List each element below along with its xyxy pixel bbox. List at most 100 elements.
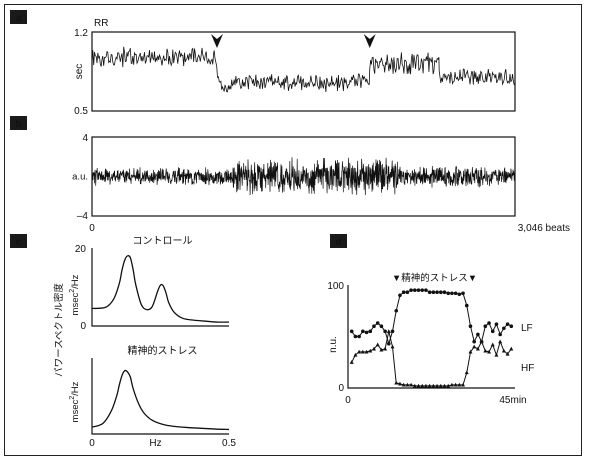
- panel-c-shared-ylabel: パワースペクトル密度: [53, 283, 65, 377]
- panel-d-hf-point: [498, 339, 503, 344]
- panel-b-ylabel: a.u.: [72, 172, 88, 183]
- panel-d-hf-point: [383, 346, 388, 351]
- panel-b-badge: b: [15, 119, 21, 130]
- panel-d-lf-point: [457, 292, 462, 297]
- panel-d-hf-point: [397, 381, 402, 386]
- panel-b-xtick-left: 0: [89, 223, 95, 234]
- panel-a-badge: a: [16, 13, 22, 24]
- panel-d-lf-point: [502, 326, 506, 331]
- panel-d-lf-point: [450, 291, 454, 296]
- panel-c-xtick-hz: Hz: [149, 438, 161, 449]
- panel-c-top-axes: [91, 248, 229, 327]
- panel-c-top-ytick-top: 20: [75, 244, 87, 255]
- figure-frame: [4, 4, 582, 456]
- panel-d-ytick-top: 100: [327, 281, 344, 292]
- panel-d-hf-point: [453, 382, 458, 387]
- panel-d-hf-line: [351, 331, 512, 387]
- panel-d-lf-point: [357, 334, 361, 339]
- panel-c-bottom-curve: [91, 369, 230, 431]
- panel-d-lf-point: [438, 290, 443, 295]
- panel-d-lf-point: [461, 291, 465, 296]
- panel-d-hf-point: [438, 383, 443, 388]
- panel-d-lf-point: [420, 288, 425, 292]
- panel-d-xtick-45: 45min: [499, 395, 526, 406]
- panel-d-hf-point: [475, 346, 480, 351]
- panel-d-hf-point: [371, 346, 376, 351]
- panel-d-lf-point: [424, 288, 428, 292]
- panel-d-hf-point: [357, 349, 362, 354]
- panel-d-lf-point: [413, 288, 417, 292]
- panel-d-lf-point: [476, 332, 480, 337]
- panel-d-hf-point: [405, 382, 410, 387]
- panel-d-hf-point: [401, 382, 406, 387]
- panel-d-lf-point: [483, 324, 488, 329]
- panel-d-lf-point: [375, 321, 380, 325]
- panel-d-lf-point: [387, 341, 391, 346]
- panel-d-hf-point: [427, 383, 432, 388]
- panel-d-lf-point: [494, 322, 499, 326]
- panel-d-hf-point: [494, 352, 499, 357]
- panel-c-bottom-title: 精神的ストレス: [128, 344, 198, 357]
- panel-d-lf-point: [464, 303, 469, 308]
- panel-c-badge: c: [16, 237, 22, 248]
- panel-d-hf-point: [435, 383, 440, 388]
- panel-d-hf-point: [472, 344, 477, 349]
- panel-d-lf-point: [394, 308, 399, 313]
- panel-c-top-ylabel: msec2/Hz: [69, 274, 81, 315]
- panel-b-xtick-right: 3,046 beats: [518, 223, 570, 234]
- panel-d-hf-point: [360, 349, 365, 354]
- panel-d-label-lf: LF: [521, 323, 533, 334]
- panel-c-top-curve: [91, 254, 230, 323]
- panel-c-bottom-ylabel: msec2/Hz: [69, 381, 81, 422]
- panel-d-hf-point: [386, 329, 391, 333]
- panel-d-lf-point: [468, 324, 473, 329]
- panel-c-bottom-axes: [91, 358, 229, 435]
- panel-c-xtick-0: 0: [89, 438, 95, 449]
- panel-d-hf-point: [431, 383, 436, 388]
- panel-d-hf-point: [501, 348, 506, 353]
- panel-c-top-ytick-bottom: 0: [80, 321, 86, 332]
- panel-d-hf-point: [412, 383, 417, 388]
- panel-b-signal-line: [91, 157, 515, 196]
- panel-d-hf-point: [461, 382, 466, 387]
- panel-a-box: [91, 31, 516, 112]
- panel-d-hf-point: [409, 382, 414, 387]
- panel-c-top-title: コントロール: [133, 236, 193, 247]
- panel-d-lf-point: [435, 290, 439, 295]
- panel-d-ytick-bottom: 0: [338, 383, 344, 394]
- panel-d-lf-point: [487, 321, 491, 325]
- panel-d-hf-point: [457, 382, 462, 387]
- panel-d-lf-point: [409, 288, 413, 292]
- panel-d-hf-point: [423, 383, 428, 388]
- panel-a-ytick-top: 1.2: [74, 28, 88, 39]
- panel-d-hf-point: [464, 370, 469, 375]
- panel-d-ylabel: n.u.: [328, 336, 339, 353]
- panel-d-lf-point: [505, 322, 510, 326]
- panel-a-rr-line: [91, 46, 515, 93]
- panel-d-hf-point: [446, 383, 451, 388]
- panel-a-ylabel: sec: [74, 64, 85, 80]
- panel-d-lf-point: [383, 329, 387, 334]
- panel-d-lf-point: [446, 291, 451, 296]
- panel-d-lf-point: [379, 324, 384, 329]
- panel-d-xtick-0: 0: [345, 395, 351, 406]
- panel-d-lf-point: [398, 293, 402, 298]
- panel-d-lf-point: [353, 334, 358, 339]
- panel-a-badge-bg: [10, 10, 27, 24]
- panel-d-lf-point: [498, 332, 502, 337]
- panel-d-badge: d: [335, 237, 341, 248]
- panel-d-lf-point: [472, 339, 476, 344]
- panel-d-lf-point: [349, 329, 354, 334]
- panel-d-lf-point: [427, 290, 432, 295]
- panel-d-lf-point: [368, 329, 373, 334]
- panel-d-badge-bg: [330, 234, 347, 248]
- panel-d-lf-point: [431, 290, 436, 295]
- panel-d-hf-point: [468, 349, 473, 354]
- stress-arrow-2-icon: [363, 34, 376, 48]
- panel-d-hf-point: [490, 342, 495, 347]
- panel-c-badge-bg: [10, 234, 27, 248]
- panel-d-hf-point: [379, 347, 384, 352]
- panel-b-ytick-bottom: –4: [77, 211, 89, 222]
- panel-d-hf-point: [349, 360, 354, 364]
